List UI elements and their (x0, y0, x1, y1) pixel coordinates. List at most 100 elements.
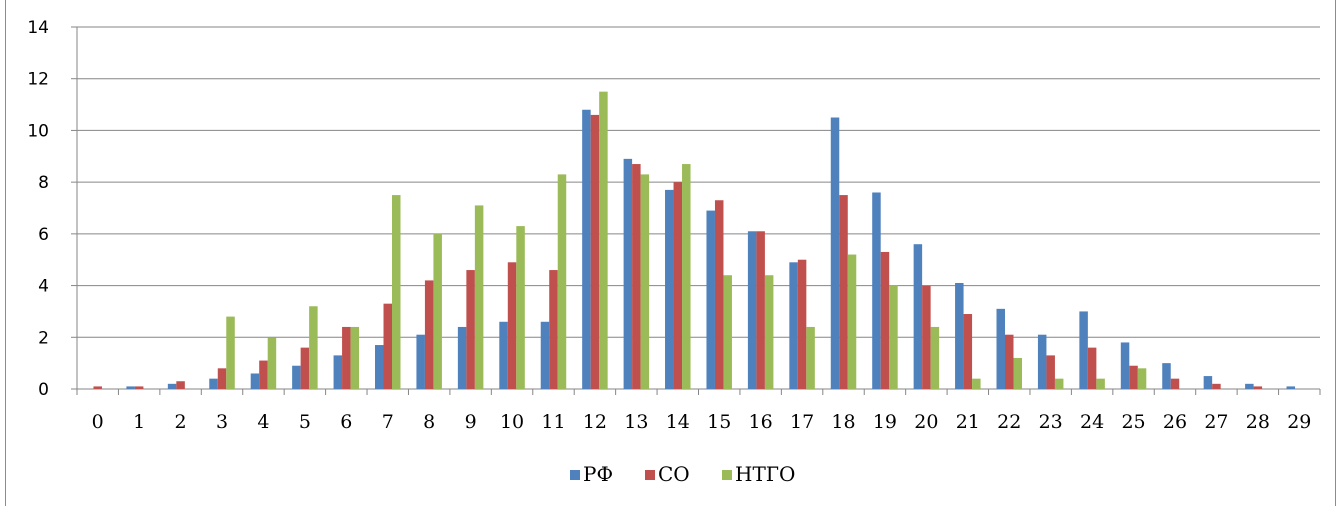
x-tick-label: 11 (541, 411, 565, 433)
x-tick-label: 27 (1204, 411, 1228, 433)
bar-СО-16 (756, 231, 765, 389)
bar-СО-27 (1212, 383, 1221, 389)
x-tick-label: 5 (299, 411, 311, 433)
bar-НТГО-13 (640, 174, 650, 389)
bar-РФ-18 (830, 117, 840, 389)
x-tick-label: 21 (956, 411, 980, 433)
bar-РФ-10 (499, 321, 508, 389)
x-tick-label: 16 (749, 411, 773, 433)
y-tick-label: 14 (27, 18, 49, 38)
y-tick-label: 0 (38, 380, 49, 400)
y-tick-labels: 0 2 4 6 8 10 12 14 (27, 18, 49, 400)
bar-РФ-28 (1245, 383, 1254, 389)
bar-СО-6 (342, 326, 351, 389)
bar-НТГО-19 (889, 285, 898, 389)
x-tick-label: 6 (340, 411, 352, 433)
bar-СО-23 (1046, 355, 1055, 389)
bar-СО-12 (590, 114, 600, 390)
bar-СО-5 (300, 347, 310, 389)
x-tick-label: 13 (624, 411, 648, 433)
bar-НТГО-9 (474, 205, 484, 389)
bar-СО-3 (217, 368, 227, 389)
bar-НТГО-8 (433, 233, 442, 389)
x-tick-label: 10 (500, 411, 524, 433)
bar-РФ-4 (250, 373, 260, 389)
bar-СО-20 (922, 285, 931, 389)
bar-РФ-19 (872, 192, 881, 389)
bars (93, 91, 1296, 390)
x-tick-label: 17 (790, 411, 814, 433)
bar-РФ-1 (126, 386, 135, 389)
x-tick-label: 1 (133, 411, 145, 433)
bar-РФ-2 (167, 383, 177, 389)
bar-РФ-27 (1203, 376, 1213, 389)
y-tick-label: 12 (27, 70, 49, 90)
x-tick-label: 8 (423, 411, 435, 433)
bar-СО-26 (1170, 378, 1180, 389)
x-tick-label: 23 (1039, 411, 1063, 433)
bar-СО-28 (1253, 386, 1263, 389)
bar-НТГО-14 (682, 164, 691, 389)
bar-СО-17 (797, 259, 807, 389)
legend-label-НТГО: НТГО (735, 462, 795, 486)
legend: РФ СО НТГО (570, 462, 795, 486)
grid-lines (77, 26, 1320, 338)
x-tick-label: 24 (1080, 411, 1104, 433)
bar-СО-9 (466, 270, 475, 389)
legend-swatch-СО (645, 470, 655, 480)
bar-НТГО-15 (723, 275, 732, 389)
bar-НТГО-21 (972, 378, 981, 389)
bar-НТГО-5 (309, 306, 318, 389)
bar-РФ-29 (1286, 386, 1296, 389)
bar-СО-24 (1087, 347, 1097, 389)
axes (71, 26, 1321, 395)
y-tick-label: 8 (38, 173, 49, 193)
x-tick-label: 0 (92, 411, 104, 433)
x-tick-label: 26 (1163, 411, 1187, 433)
bar-РФ-17 (789, 262, 798, 389)
bar-РФ-11 (540, 321, 550, 389)
x-tick-label: 28 (1246, 411, 1270, 433)
legend-swatch-РФ (570, 470, 580, 480)
bar-НТГО-23 (1054, 378, 1064, 389)
bar-СО-0 (93, 386, 102, 389)
bar-РФ-23 (1037, 334, 1047, 389)
x-tick-label: 7 (382, 411, 394, 433)
x-tick-label: 20 (914, 411, 938, 433)
x-tick-label: 18 (831, 411, 855, 433)
bar-РФ-5 (292, 365, 301, 389)
bar-СО-8 (424, 280, 434, 389)
bar-РФ-20 (913, 244, 923, 389)
legend-label-РФ: РФ (583, 462, 613, 486)
bar-РФ-9 (457, 326, 467, 389)
bar-СО-19 (880, 251, 890, 389)
x-tick-label: 9 (465, 411, 477, 433)
x-tick-label: 2 (175, 411, 187, 433)
bar-РФ-8 (416, 334, 425, 389)
bar-РФ-25 (1120, 342, 1130, 389)
x-tick-label: 25 (1121, 411, 1145, 433)
bar-СО-2 (176, 381, 185, 389)
bar-НТГО-25 (1137, 368, 1147, 389)
bar-СО-22 (1005, 334, 1014, 389)
y-tick-label: 2 (38, 328, 49, 348)
bar-НТГО-20 (930, 326, 940, 389)
x-tick-label: 15 (707, 411, 731, 433)
y-tick-label: 6 (38, 225, 49, 245)
x-tick-label: 3 (216, 411, 228, 433)
bar-НТГО-7 (392, 195, 401, 389)
x-tick-label: 22 (997, 411, 1021, 433)
bar-СО-25 (1129, 365, 1138, 389)
bar-РФ-26 (1162, 363, 1171, 389)
bar-НТГО-18 (847, 254, 857, 389)
x-tick-labels: 0 1 2 3 4 5 6 7 8 9 10 11 12 13 14 15 16 17 18 19 20 21 22 23 24… (92, 411, 1312, 433)
x-tick-label: 14 (666, 411, 690, 433)
bar-РФ-15 (706, 210, 715, 389)
bar-СО-18 (839, 195, 848, 389)
bar-СО-10 (507, 262, 517, 389)
x-tick-label: 29 (1287, 411, 1311, 433)
bar-РФ-24 (1079, 311, 1088, 389)
bar-СО-15 (714, 200, 724, 389)
